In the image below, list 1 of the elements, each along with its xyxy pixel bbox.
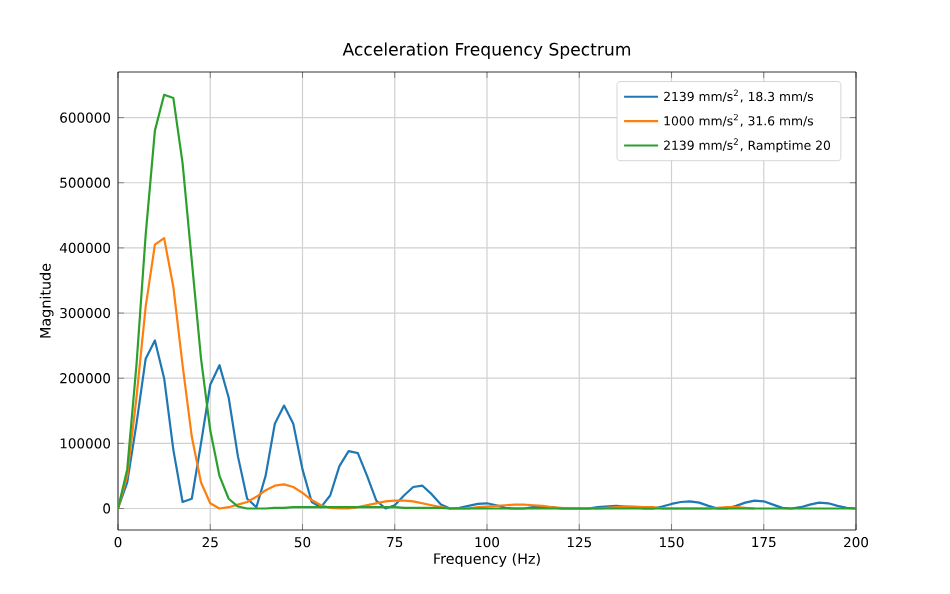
chart-title: Acceleration Frequency Spectrum	[342, 42, 631, 59]
